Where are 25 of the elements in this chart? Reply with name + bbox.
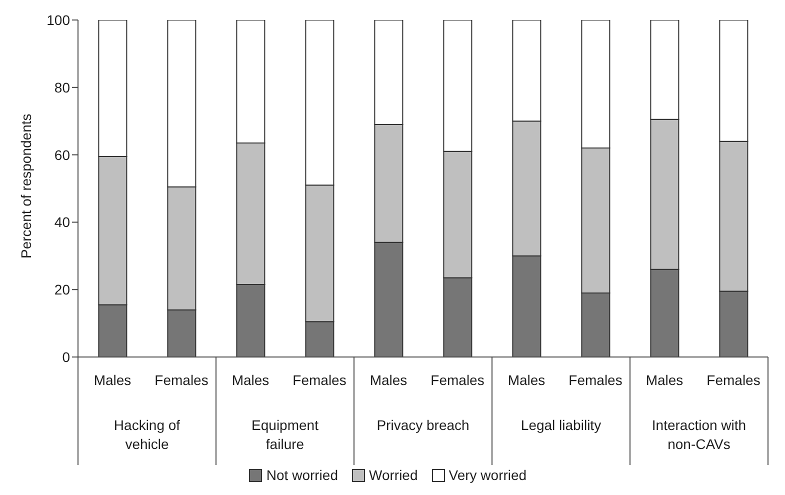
- y-tick-label: 0: [62, 348, 70, 365]
- x-tick-label: Females: [154, 372, 208, 388]
- y-tick-label: 80: [54, 79, 70, 96]
- x-tick-label: Females: [568, 372, 622, 388]
- x-tick-label: Males: [370, 372, 408, 388]
- x-tick-label: Males: [232, 372, 270, 388]
- legend-label: Very worried: [448, 467, 527, 483]
- text: Interaction with non-CAVs: [652, 417, 746, 452]
- y-tick-label: 60: [54, 146, 70, 163]
- x-tick-label: Males: [94, 372, 132, 388]
- text: Privacy breach: [376, 417, 470, 433]
- x-tick-label: Females: [706, 372, 760, 388]
- x-tick-label: Females: [292, 372, 346, 388]
- y-tick-label: 20: [54, 282, 70, 298]
- y-axis-title: Percent of respondents: [18, 114, 34, 258]
- x-tick-label: Females: [430, 372, 484, 388]
- y-tick-label: 100: [46, 12, 70, 28]
- text: Legal liability: [520, 417, 602, 433]
- text: Hacking of vehicle: [114, 417, 180, 452]
- legend-label: Worried: [369, 467, 418, 483]
- x-tick-label: Males: [508, 372, 546, 388]
- legend-label: Not worried: [266, 467, 338, 483]
- x-tick-label: Males: [646, 372, 684, 388]
- text: Equipment failure: [252, 417, 319, 452]
- y-tick-label: 40: [54, 214, 70, 230]
